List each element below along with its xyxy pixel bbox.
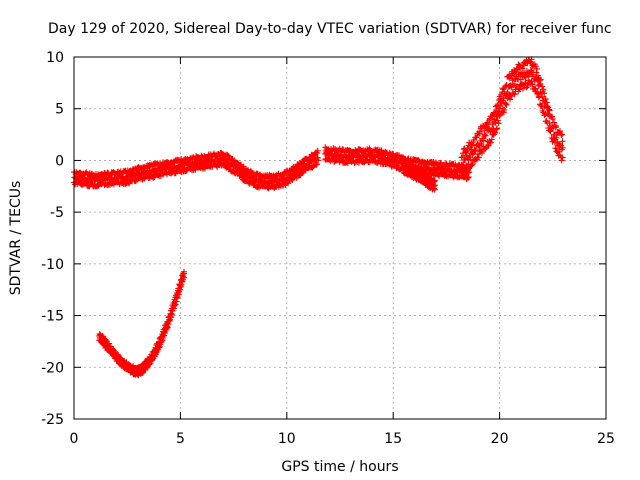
plot-frame xyxy=(73,56,607,420)
x-tick-label: 0 xyxy=(70,431,79,447)
y-tick-label: -5 xyxy=(50,205,64,221)
series-0 xyxy=(70,147,322,192)
series-1 xyxy=(322,144,473,183)
series-markers xyxy=(458,56,566,179)
y-tick-label: -25 xyxy=(41,412,64,428)
series-markers xyxy=(322,144,473,183)
x-tick-label: 10 xyxy=(278,431,296,447)
x-tick-labels: 0 5 10 15 20 25 xyxy=(70,431,615,447)
x-axis-title: GPS time / hours xyxy=(281,459,398,475)
y-axis-title: SDTVAR / TECUs xyxy=(8,181,24,296)
y-tick-label: -15 xyxy=(41,309,64,325)
tick-marks xyxy=(73,56,607,420)
series-3 xyxy=(458,56,566,179)
y-tick-label: -10 xyxy=(41,257,64,273)
x-tick-label: 5 xyxy=(176,431,185,447)
series-markers xyxy=(400,160,438,193)
series-markers xyxy=(70,147,322,192)
x-tick-label: 20 xyxy=(491,431,509,447)
y-tick-label: -20 xyxy=(41,360,64,376)
x-tick-label: 25 xyxy=(597,431,615,447)
data-series xyxy=(70,56,566,379)
y-tick-label: 0 xyxy=(55,153,64,169)
series-4 xyxy=(96,268,187,379)
x-tick-label: 15 xyxy=(384,431,402,447)
y-tick-label: 5 xyxy=(55,102,64,118)
series-markers xyxy=(96,268,187,379)
y-tick-label: 10 xyxy=(46,50,64,66)
chart-title: Day 129 of 2020, Sidereal Day-to-day VTE… xyxy=(48,21,612,37)
y-tick-labels: -25 -20 -15 -10 -5 0 5 10 xyxy=(41,50,64,428)
series-2 xyxy=(400,160,438,193)
grid-lines xyxy=(74,57,606,419)
